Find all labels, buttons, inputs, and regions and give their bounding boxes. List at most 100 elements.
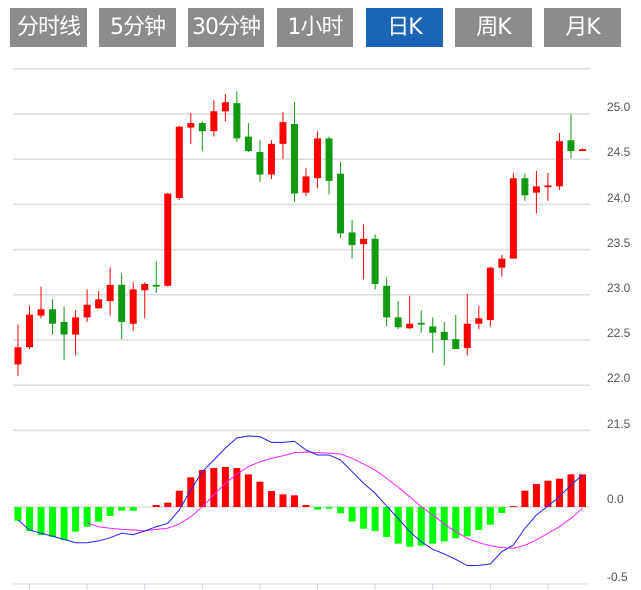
candle-body xyxy=(532,186,540,193)
y-tick-label: 24.0 xyxy=(607,191,631,205)
candle xyxy=(14,324,22,377)
macd-tick-label: -0.5 xyxy=(607,570,628,584)
y-tick-label: 23.5 xyxy=(607,236,631,250)
macd-bar xyxy=(521,490,529,507)
macd-bar xyxy=(555,478,563,507)
candle-body xyxy=(325,138,333,181)
macd-bar xyxy=(221,466,229,507)
candle-body xyxy=(14,347,22,365)
macd-bar xyxy=(498,507,506,514)
tab-daily-k[interactable]: 日K xyxy=(366,8,443,47)
candle-body xyxy=(106,284,114,302)
macd-bar xyxy=(106,507,114,516)
macd-bar xyxy=(244,474,252,507)
candle-body xyxy=(452,339,460,350)
candle-body xyxy=(152,284,160,287)
candle xyxy=(244,123,252,152)
macd-bar xyxy=(337,507,345,514)
candle-body xyxy=(498,258,506,268)
macd-bar xyxy=(175,490,183,507)
candle xyxy=(221,94,229,122)
macd-bar xyxy=(118,507,126,511)
macd-bar xyxy=(164,502,172,507)
candle xyxy=(26,305,34,350)
candle xyxy=(279,112,287,160)
candle-body xyxy=(175,126,183,199)
macd-panel xyxy=(14,435,586,567)
candle xyxy=(198,121,206,152)
macd-bar xyxy=(187,477,195,507)
macd-bar xyxy=(256,481,264,507)
macd-bar xyxy=(532,484,540,507)
y-tick-label: 25.0 xyxy=(607,100,631,114)
candle-body xyxy=(578,149,586,152)
candle-body xyxy=(509,178,517,259)
candle-body xyxy=(95,299,103,309)
tab-30min[interactable]: 30分钟 xyxy=(188,8,264,47)
candle-body xyxy=(118,284,126,322)
tab-weekly-k[interactable]: 周K xyxy=(455,8,532,47)
macd-bar xyxy=(406,507,414,547)
macd-bar xyxy=(210,468,218,507)
macd-bar xyxy=(486,507,494,525)
macd-bar xyxy=(37,507,45,536)
y-axis: 25.0 24.5 24.0 23.5 23.0 22.5 22.0 21.5 … xyxy=(607,100,631,584)
macd-bar xyxy=(429,507,437,544)
macd-bar xyxy=(544,480,552,507)
macd-bar xyxy=(463,507,471,537)
candle-body xyxy=(475,318,483,324)
candle xyxy=(118,273,126,340)
macd-bar xyxy=(314,507,322,510)
candle xyxy=(406,295,414,330)
candle xyxy=(567,114,575,159)
macd-bar xyxy=(49,507,57,537)
tab-5min[interactable]: 5分钟 xyxy=(99,8,176,47)
tab-monthly-k[interactable]: 月K xyxy=(544,8,621,47)
candle-body xyxy=(83,304,91,318)
candle-body xyxy=(141,283,149,291)
candle xyxy=(348,219,356,259)
dea-line xyxy=(86,451,583,549)
candle xyxy=(267,140,275,180)
candle xyxy=(337,161,345,238)
tab-timeshare[interactable]: 分时线 xyxy=(10,8,87,47)
macd-bar xyxy=(198,470,206,507)
candle xyxy=(521,173,529,201)
macd-bar xyxy=(83,507,91,527)
candle xyxy=(532,170,540,214)
candle xyxy=(256,140,264,182)
candle xyxy=(37,286,45,319)
candle xyxy=(302,168,310,197)
candle-body xyxy=(567,140,575,152)
y-tick-label: 22.5 xyxy=(607,326,631,340)
candle-body xyxy=(72,317,80,335)
candle xyxy=(164,192,172,287)
macd-bar xyxy=(267,490,275,507)
candle-body xyxy=(486,267,494,321)
candle xyxy=(417,310,425,333)
candle-body xyxy=(394,317,402,328)
macd-bar xyxy=(383,507,391,538)
candle xyxy=(106,267,114,316)
candle xyxy=(463,293,471,356)
candle xyxy=(371,234,379,290)
candle xyxy=(233,91,241,143)
candle-body xyxy=(221,102,229,112)
macd-bar xyxy=(60,507,68,541)
macd-bar xyxy=(417,507,425,546)
candle-body xyxy=(337,173,345,234)
tab-1hour[interactable]: 1小时 xyxy=(277,8,353,47)
macd-bar xyxy=(95,507,103,522)
candle-body xyxy=(360,238,368,245)
candle-body xyxy=(348,232,356,246)
candle-body xyxy=(279,122,287,144)
y-tick-label: 23.0 xyxy=(607,281,631,295)
candle-body xyxy=(302,176,310,193)
macd-bar xyxy=(129,507,137,511)
macd-bar xyxy=(72,507,80,532)
candle-body xyxy=(290,123,298,194)
candle-body xyxy=(521,178,529,196)
macd-bar xyxy=(578,474,586,507)
candle xyxy=(314,131,322,189)
